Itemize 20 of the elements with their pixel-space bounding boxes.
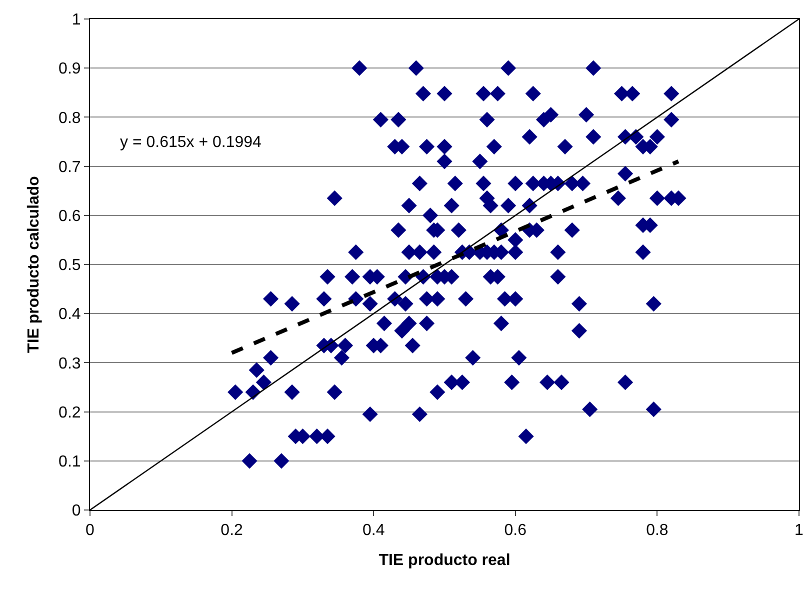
y-tick-label: 1 (72, 12, 81, 29)
y-tick-label: 0.9 (58, 60, 81, 78)
x-tick-label: 0.6 (504, 522, 527, 540)
y-tick-label: 0.5 (58, 257, 81, 274)
x-axis-title: TIE producto real (378, 552, 510, 569)
y-tick-label: 0.7 (58, 158, 81, 176)
y-tick-label: 0.2 (58, 404, 81, 422)
y-tick-label: 0.1 (58, 454, 81, 470)
x-tick-label: 0.8 (646, 522, 668, 540)
y-tick-label: 0.3 (58, 355, 81, 372)
x-tick-label: 1 (794, 522, 804, 540)
y-tick-label: 0.4 (58, 306, 81, 324)
y-tick-label: 0 (72, 502, 81, 520)
x-tick-label: 0.4 (362, 522, 385, 540)
x-tick-label: 0.2 (220, 522, 244, 540)
x-tick-label: 0 (86, 522, 95, 540)
y-axis-title: TIE producto calculado (25, 176, 42, 353)
annotation: y = 0.615x + 0.1994 (120, 134, 262, 151)
y-tick-label: 0.6 (58, 208, 81, 225)
y-tick-label: 0.8 (58, 110, 81, 127)
